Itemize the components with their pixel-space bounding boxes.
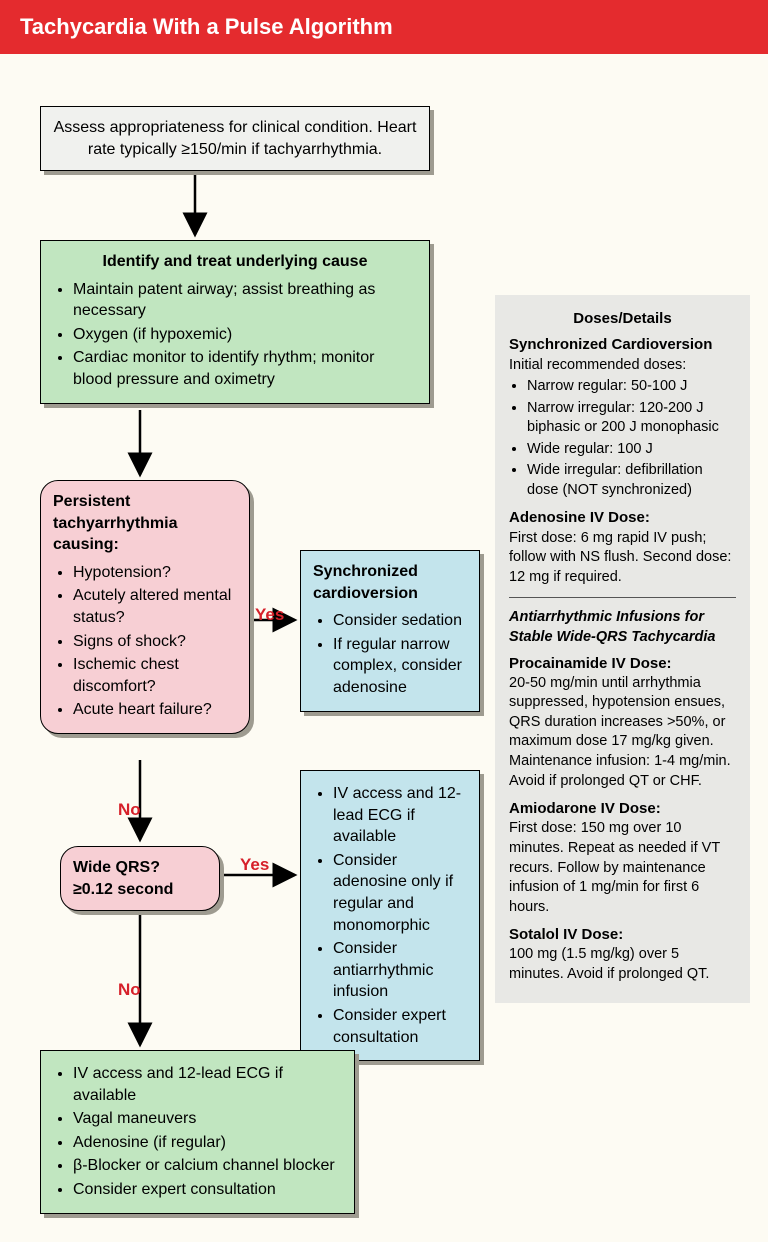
identify-list: Maintain patent airway; assist breathing…: [53, 279, 417, 391]
yes-label: Yes: [240, 855, 269, 875]
list-item: Cardiac monitor to identify rhythm; moni…: [73, 347, 417, 390]
list-item: β-Blocker or calcium channel blocker: [73, 1155, 342, 1177]
adenosine-heading: Adenosine IV Dose:: [509, 508, 736, 528]
persistent-list: Hypotension? Acutely altered mental stat…: [53, 562, 237, 721]
narrow-box: IV access and 12-lead ECG if available V…: [40, 1050, 355, 1214]
assess-text: Assess appropriateness for clinical cond…: [54, 119, 417, 158]
wide-qrs-box: Wide QRS? ≥0.12 second: [60, 846, 220, 911]
divider: [509, 597, 736, 598]
sync-list: Consider sedation If regular narrow comp…: [313, 610, 467, 698]
wideqrs-title: Wide QRS?: [73, 857, 207, 879]
assess-box: Assess appropriateness for clinical cond…: [40, 106, 430, 171]
persistent-box: Persistent tachyarrhythmia causing: Hypo…: [40, 480, 250, 734]
doses-sidebar: Doses/Details Synchronized Cardioversion…: [495, 295, 750, 1003]
list-item: Wide irregular: defibrillation dose (NOT…: [527, 461, 736, 500]
list-item: Consider expert consultation: [333, 1005, 467, 1048]
no-label: No: [118, 800, 141, 820]
persistent-title: Persistent tachyarrhythmia causing:: [53, 491, 237, 556]
list-item: Consider sedation: [333, 610, 467, 632]
sotalol-heading: Sotalol IV Dose:: [509, 925, 736, 945]
adenosine-text: First dose: 6 mg rapid IV push; follow w…: [509, 529, 736, 588]
wide-yes-box: IV access and 12-lead ECG if available C…: [300, 770, 480, 1061]
list-item: Consider antiarrhythmic infusion: [333, 938, 467, 1003]
identify-box: Identify and treat underlying cause Main…: [40, 240, 430, 404]
wideqrs-text: ≥0.12 second: [73, 879, 207, 901]
list-item: Narrow regular: 50-100 J: [527, 377, 736, 397]
wide-yes-list: IV access and 12-lead ECG if available C…: [313, 783, 467, 1048]
yes-label: Yes: [255, 605, 284, 625]
list-item: Vagal maneuvers: [73, 1108, 342, 1130]
sync-title: Synchronized cardioversion: [313, 561, 467, 604]
flowchart-canvas: Assess appropriateness for clinical cond…: [0, 50, 768, 1242]
list-item: Consider expert consultation: [73, 1179, 342, 1201]
amiodarone-text: First dose: 150 mg over 10 minutes. Repe…: [509, 819, 736, 917]
identify-title: Identify and treat underlying cause: [53, 251, 417, 273]
page-title: Tachycardia With a Pulse Algorithm: [20, 14, 393, 39]
procainamide-heading: Procainamide IV Dose:: [509, 654, 736, 674]
antiarrhythmic-heading: Antiarrhythmic Infusions for Stable Wide…: [509, 608, 736, 647]
list-item: Acutely altered mental status?: [73, 585, 237, 628]
list-item: Oxygen (if hypoxemic): [73, 324, 417, 346]
list-item: Ischemic chest discomfort?: [73, 654, 237, 697]
list-item: Acute heart failure?: [73, 699, 237, 721]
list-item: Wide regular: 100 J: [527, 440, 736, 460]
list-item: If regular narrow complex, consider aden…: [333, 634, 467, 699]
page-header: Tachycardia With a Pulse Algorithm: [0, 0, 768, 54]
sidebar-title: Doses/Details: [509, 309, 736, 329]
sync-heading: Synchronized Cardioversion: [509, 335, 736, 355]
procainamide-text: 20-50 mg/min until arrhythmia suppressed…: [509, 674, 736, 791]
list-item: Maintain patent airway; assist breathing…: [73, 279, 417, 322]
sync-cardioversion-box: Synchronized cardioversion Consider seda…: [300, 550, 480, 712]
list-item: Adenosine (if regular): [73, 1132, 342, 1154]
no-label: No: [118, 980, 141, 1000]
list-item: IV access and 12-lead ECG if available: [333, 783, 467, 848]
list-item: Narrow irregular: 120-200 J biphasic or …: [527, 399, 736, 438]
list-item: IV access and 12-lead ECG if available: [73, 1063, 342, 1106]
list-item: Hypotension?: [73, 562, 237, 584]
list-item: Signs of shock?: [73, 631, 237, 653]
amiodarone-heading: Amiodarone IV Dose:: [509, 799, 736, 819]
sotalol-text: 100 mg (1.5 mg/kg) over 5 minutes. Avoid…: [509, 945, 736, 984]
narrow-list: IV access and 12-lead ECG if available V…: [53, 1063, 342, 1201]
sync-intro: Initial recommended doses:: [509, 356, 736, 376]
sync-dose-list: Narrow regular: 50-100 J Narrow irregula…: [509, 377, 736, 500]
list-item: Consider adenosine only if regular and m…: [333, 850, 467, 936]
